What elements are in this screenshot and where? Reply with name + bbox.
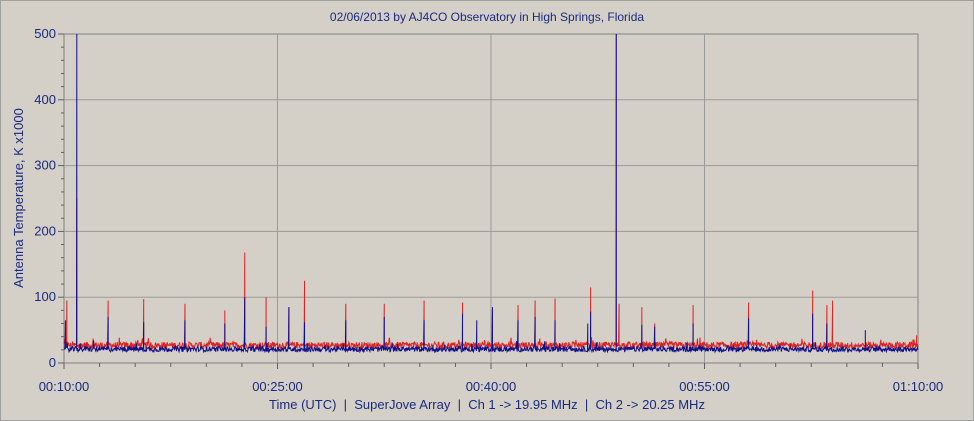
minor-ticks	[58, 33, 919, 369]
y-tick-label: 400	[34, 92, 56, 107]
x-axis-caption: Time (UTC) | SuperJove Array | Ch 1 -> 1…	[269, 397, 705, 412]
chart-title: 02/06/2013 by AJ4CO Observatory in High …	[329, 10, 645, 24]
series-group	[63, 33, 919, 354]
y-tick-label: 200	[34, 223, 56, 238]
y-tick-label: 100	[34, 289, 56, 304]
y-tick-label: 0	[49, 355, 56, 370]
x-tick-label: 00:25:00	[252, 379, 303, 394]
series-line-ch2	[63, 33, 919, 354]
axis-tick-labels: 0 100 200 300 400 500 00:10:00 00:25:00 00:40:00…	[34, 26, 943, 394]
y-tick-label: 500	[34, 26, 56, 41]
x-tick-label: 01:10:00	[893, 379, 944, 394]
x-tick-label: 00:55:00	[679, 379, 730, 394]
series-line-ch1	[63, 33, 919, 351]
grid-lines	[64, 34, 918, 363]
x-tick-label: 00:40:00	[466, 379, 517, 394]
y-axis-label: Antenna Temperature, K x1000	[11, 108, 26, 288]
y-tick-label: 300	[34, 158, 56, 173]
x-tick-label: 00:10:00	[39, 379, 90, 394]
